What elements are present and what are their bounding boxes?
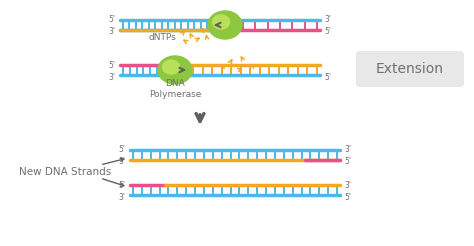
Text: 5': 5': [118, 181, 126, 189]
Text: New DNA Strands: New DNA Strands: [19, 167, 111, 177]
Ellipse shape: [163, 60, 180, 74]
Text: 5': 5': [345, 157, 352, 167]
Text: 3': 3': [345, 181, 352, 189]
Text: 3': 3': [325, 15, 331, 25]
Text: 3': 3': [118, 193, 126, 201]
Ellipse shape: [208, 11, 242, 39]
Text: 3': 3': [109, 73, 116, 81]
Text: 5': 5': [109, 15, 116, 25]
Text: dNTPs: dNTPs: [148, 33, 176, 43]
Text: 5': 5': [109, 61, 116, 70]
Text: DNA
Polymerase: DNA Polymerase: [149, 79, 201, 99]
Text: 3': 3': [109, 28, 116, 36]
Text: Extension: Extension: [376, 62, 444, 76]
Text: 3': 3': [345, 145, 352, 154]
Text: 3': 3': [118, 157, 126, 167]
Ellipse shape: [158, 56, 192, 84]
Text: 5': 5': [325, 28, 331, 36]
Text: 5': 5': [118, 145, 126, 154]
Text: 5': 5': [325, 73, 331, 81]
Text: 5': 5': [345, 193, 352, 201]
FancyBboxPatch shape: [356, 51, 464, 87]
Ellipse shape: [212, 15, 229, 29]
